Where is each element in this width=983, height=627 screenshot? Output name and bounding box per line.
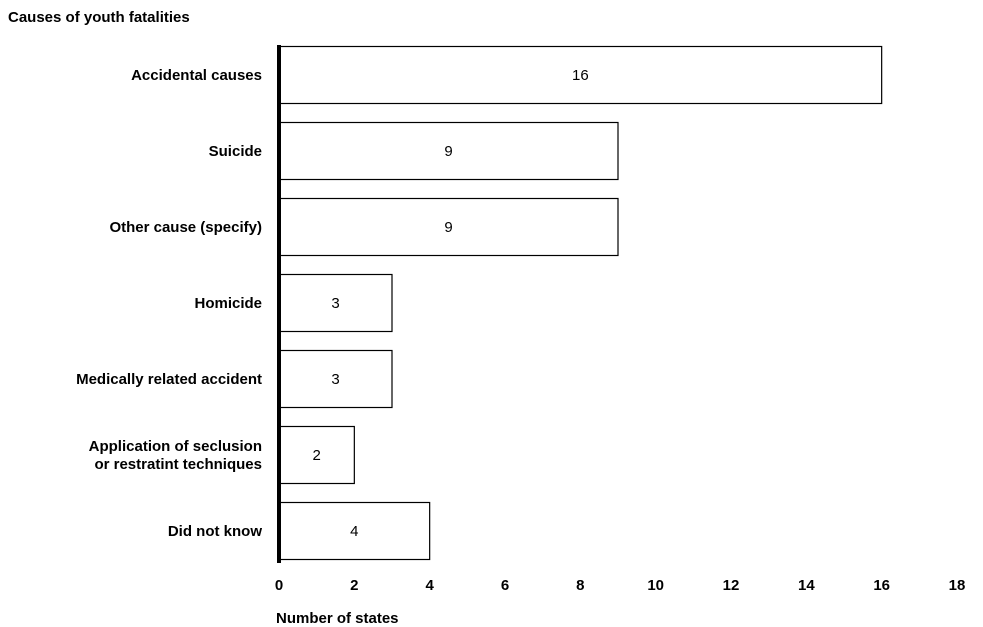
bar <box>278 121 619 181</box>
category-label-line: Homicide <box>194 295 262 312</box>
category-label-line: Did not know <box>168 523 262 540</box>
x-axis-label: Number of states <box>276 610 399 627</box>
x-tick-label: 14 <box>798 577 815 594</box>
category-label: Other cause (specify) <box>109 219 262 236</box>
category-label-line: Suicide <box>209 143 262 160</box>
x-tick-label: 4 <box>425 577 434 594</box>
x-tick-label: 2 <box>350 577 358 594</box>
data-label: 9 <box>444 143 452 160</box>
category-label-line: Medically related accident <box>76 371 262 388</box>
x-tick-label: 8 <box>576 577 584 594</box>
x-tick-label: 0 <box>275 577 283 594</box>
data-label: 2 <box>312 447 320 464</box>
chart-title: Causes of youth fatalities <box>8 9 190 26</box>
x-tick-label: 6 <box>501 577 509 594</box>
data-labels: 16 9 9 3 3 2 4 <box>312 67 588 540</box>
bar <box>278 197 619 257</box>
data-label: 3 <box>331 371 339 388</box>
category-label-line: Application of seclusion <box>89 438 262 455</box>
bar <box>278 273 393 333</box>
x-axis-ticks: 0 2 4 6 8 10 12 14 16 18 <box>275 577 966 594</box>
bar <box>278 45 883 105</box>
x-tick-label: 10 <box>647 577 664 594</box>
bar <box>278 349 393 409</box>
category-label-line: Accidental causes <box>131 67 262 84</box>
category-label: Did not know <box>168 523 262 540</box>
category-label: Medically related accident <box>76 371 262 388</box>
category-label-line: or restratint techniques <box>94 456 262 473</box>
data-label: 3 <box>331 295 339 312</box>
bar <box>278 501 431 561</box>
data-label: 9 <box>444 219 452 236</box>
data-label: 16 <box>572 67 589 84</box>
category-label-line: Other cause (specify) <box>109 219 262 236</box>
x-tick-label: 12 <box>723 577 740 594</box>
category-label: Application of seclusion or restratint te… <box>89 438 262 473</box>
category-label: Accidental causes <box>131 67 262 84</box>
category-labels: Accidental causes Suicide Other cause (spe… <box>76 67 262 540</box>
x-tick-label: 16 <box>873 577 890 594</box>
x-tick-label: 18 <box>949 577 966 594</box>
bars-group <box>278 45 883 561</box>
data-label: 4 <box>350 523 358 540</box>
category-label: Suicide <box>209 143 262 160</box>
category-label: Homicide <box>194 295 262 312</box>
